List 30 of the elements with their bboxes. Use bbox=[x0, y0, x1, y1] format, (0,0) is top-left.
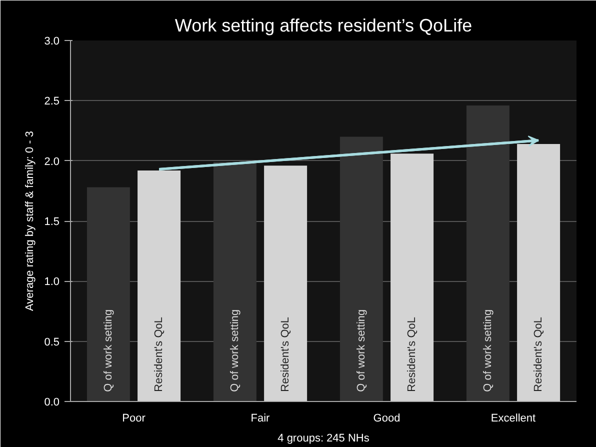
series-label: Q of work setting bbox=[102, 309, 114, 392]
bar bbox=[466, 105, 510, 402]
text: Resident's QoL bbox=[532, 317, 545, 392]
bar bbox=[86, 187, 130, 402]
x-tick-label: Good bbox=[373, 412, 400, 424]
bar bbox=[517, 144, 560, 402]
y-tick-label: 1.0 bbox=[44, 276, 60, 288]
y-tick-label: 3.0 bbox=[44, 36, 60, 48]
y-tick-label: 0.5 bbox=[44, 336, 60, 348]
bar bbox=[138, 170, 181, 402]
x-tick-label: Poor bbox=[122, 412, 146, 424]
text: Q of work setting bbox=[228, 309, 241, 392]
x-tick-label: Excellent bbox=[490, 412, 536, 424]
y-tick-label: 0.0 bbox=[44, 396, 60, 408]
y-axis-title: Average rating by staff & family: 0 - 3 bbox=[24, 131, 36, 311]
bar bbox=[264, 166, 308, 402]
text: Q of work setting bbox=[482, 309, 494, 392]
y-tick-label: 2.5 bbox=[44, 96, 60, 108]
bar bbox=[213, 162, 256, 402]
text: Resident's QoL bbox=[280, 317, 292, 392]
bar bbox=[340, 136, 383, 402]
y-tick-label: 2.0 bbox=[44, 156, 60, 168]
x-tick-label: Fair bbox=[250, 412, 270, 424]
text: Q of work setting bbox=[355, 309, 368, 392]
x-axis-title: 4 groups: 245 NHs bbox=[278, 432, 370, 444]
y-tick-label: 1.5 bbox=[44, 216, 60, 228]
bar bbox=[390, 154, 434, 402]
series-label: Resident's QoL bbox=[153, 317, 166, 392]
chart-title: Work setting affects resident’s QoLife bbox=[174, 16, 472, 36]
text: Resident's QoL bbox=[406, 317, 418, 392]
